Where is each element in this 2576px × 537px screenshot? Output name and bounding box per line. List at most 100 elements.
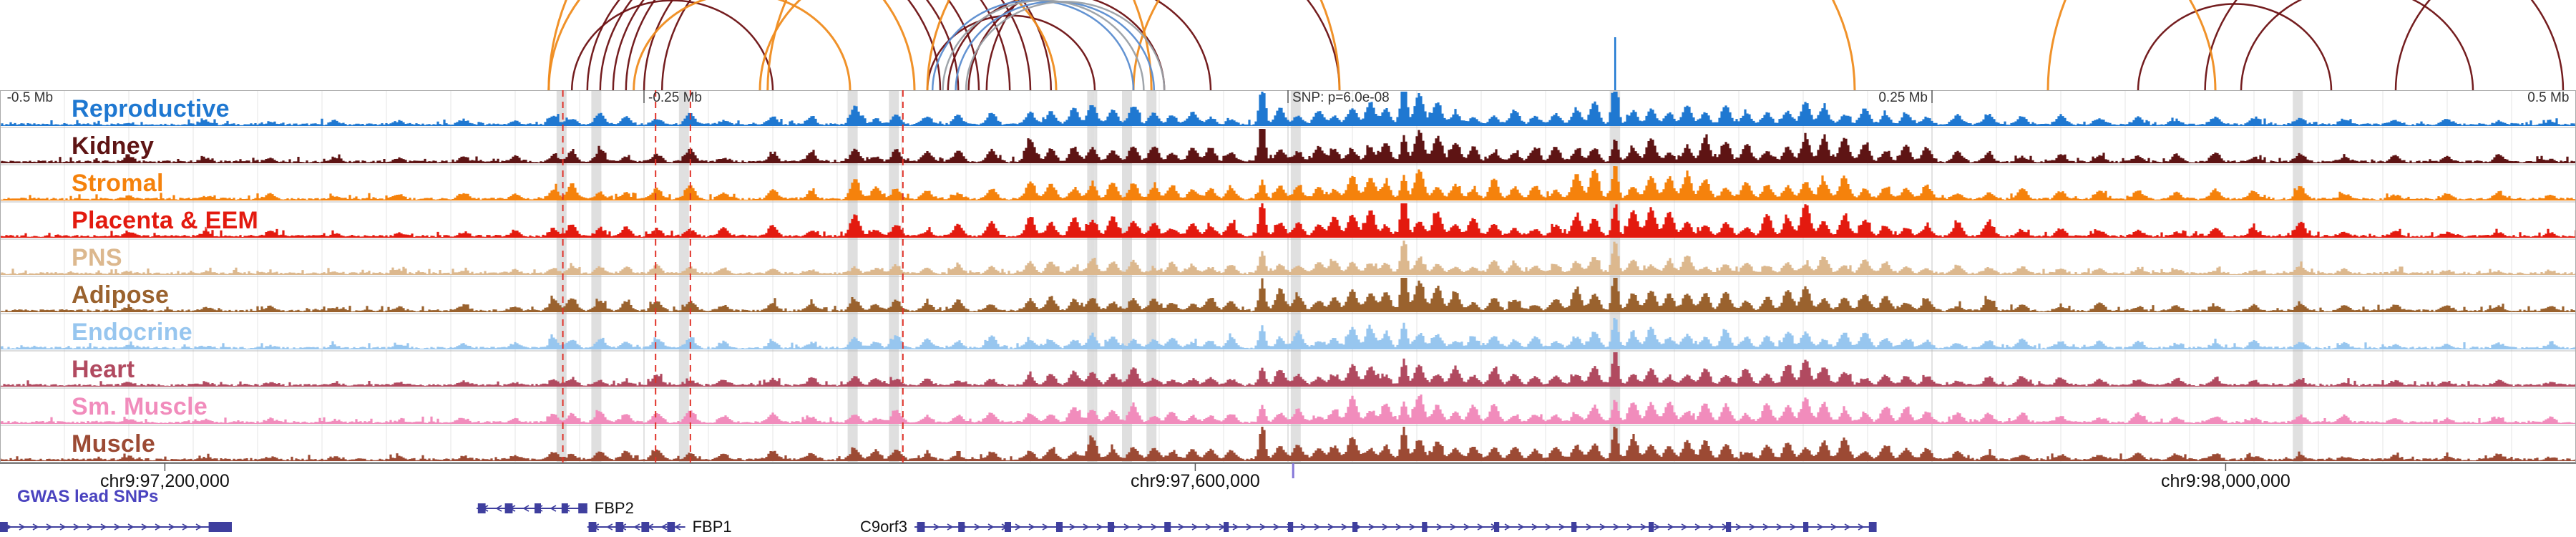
gene-c9orf3: C9orf3 <box>860 518 1877 536</box>
interaction-arc <box>625 0 1011 90</box>
interaction-arc <box>2046 0 2067 90</box>
interaction-arc <box>633 0 852 90</box>
interaction-arc <box>2394 0 2431 90</box>
strand-arrow-icon <box>1314 523 1321 531</box>
gene-fbp2: FBP2 <box>477 499 634 517</box>
strand-arrow-icon <box>1463 523 1470 531</box>
strand-arrow-icon <box>1477 523 1484 531</box>
gene-exon <box>504 503 513 513</box>
track-label-placenta-eem: Placenta & EEM <box>72 207 259 234</box>
track-label-pns: PNS <box>72 244 122 271</box>
strand-arrow-icon <box>1830 523 1838 531</box>
ruler-label: -0.25 Mb <box>648 90 702 105</box>
signal-track-kidney <box>0 129 2576 163</box>
gene-track: FBP2 FBP1 C9orf3 <box>0 499 1877 536</box>
strand-arrow-icon <box>1586 523 1593 531</box>
coordinate-axis-and-gene-track-layer: chr9:97,200,000 chr9:97,600,000 chr9:98,00… <box>0 463 2576 536</box>
signal-track-endocrine <box>0 318 2576 349</box>
gene-fbp1: FBP1 <box>587 518 732 536</box>
red-dashed-markers <box>562 90 904 463</box>
gene-exon <box>1726 522 1732 532</box>
strand-arrow-icon <box>1205 523 1212 531</box>
strand-arrow-icon <box>1436 523 1443 531</box>
track-label-adipose: Adipose <box>72 281 170 309</box>
strand-arrow-icon <box>100 523 107 531</box>
strand-arrow-icon <box>1558 523 1566 531</box>
ruler-label: -0.5 Mb <box>7 90 53 105</box>
gene-exon <box>477 503 486 513</box>
strand-arrow-icon <box>1246 523 1253 531</box>
strand-arrow-icon <box>1626 523 1634 531</box>
strand-arrow-icon <box>606 523 613 531</box>
gene-exon <box>208 522 232 532</box>
ruler-label: 0.25 Mb <box>1878 90 1928 105</box>
strand-arrow-icon <box>1817 523 1824 531</box>
gene-unnamed <box>0 522 232 532</box>
interaction-arc <box>942 0 1145 90</box>
strand-arrow-icon <box>73 523 80 531</box>
strand-arrow-icon <box>522 505 530 512</box>
signal-track-stromal <box>0 166 2576 200</box>
strand-arrow-icon <box>1083 523 1090 531</box>
gene-label: FBP1 <box>693 518 732 536</box>
interaction-arc <box>586 0 942 90</box>
gene-exon <box>1224 522 1229 532</box>
strand-arrow-icon <box>19 523 26 531</box>
gene-exon <box>1108 522 1114 532</box>
gene-exon <box>588 522 597 532</box>
strand-arrow-icon <box>1762 523 1770 531</box>
strand-arrow-icon <box>1273 523 1280 531</box>
strand-arrow-icon <box>1735 523 1742 531</box>
strand-arrow-icon <box>674 523 681 531</box>
strand-arrow-icon <box>1232 523 1239 531</box>
strand-arrow-icon <box>1368 523 1375 531</box>
strand-arrow-icon <box>1409 523 1416 531</box>
interaction-arc <box>947 0 1166 90</box>
gene-exon <box>1868 522 1877 532</box>
interaction-arc <box>2137 3 2333 90</box>
gene-exon <box>958 522 965 532</box>
gene-exon <box>535 503 541 513</box>
strand-arrow-icon <box>182 523 189 531</box>
strand-arrow-icon <box>987 523 995 531</box>
signal-track-placenta-eem <box>0 203 2576 238</box>
signal-track-reproductive <box>0 92 2576 126</box>
interaction-arc <box>547 0 1153 90</box>
strand-arrow-icon <box>1790 523 1797 531</box>
strand-arrow-icon <box>550 505 557 512</box>
strand-arrow-icon <box>1545 523 1552 531</box>
strand-arrow-icon <box>1844 523 1851 531</box>
strand-arrow-icon <box>947 523 954 531</box>
strand-arrow-icon <box>633 523 640 531</box>
gene-exon <box>1649 522 1654 532</box>
gene-exon <box>667 522 675 532</box>
strand-arrow-icon <box>1178 523 1185 531</box>
strand-arrow-icon <box>1259 523 1267 531</box>
signal-track-adipose <box>0 278 2576 312</box>
gene-exon <box>0 522 8 532</box>
ruler-label: 0.5 Mb <box>2527 90 2569 105</box>
interaction-arc <box>985 0 1341 90</box>
gene-exon <box>615 522 624 532</box>
track-label-sm-muscle: Sm. Muscle <box>72 393 208 420</box>
strand-arrow-icon <box>1694 523 1702 531</box>
strand-arrow-icon <box>1654 523 1661 531</box>
strand-arrow-icon <box>1776 523 1783 531</box>
gene-exon <box>1288 522 1294 532</box>
ruler-label: SNP: p=6.0e-08 <box>1292 90 1390 105</box>
gene-exon <box>1422 522 1428 532</box>
strand-arrow-icon <box>127 523 135 531</box>
interaction-arc <box>965 1 1166 90</box>
interaction-arc <box>926 0 1856 90</box>
gene-exon <box>917 522 925 532</box>
strand-arrow-icon <box>1667 523 1674 531</box>
interaction-arc <box>599 0 960 90</box>
interaction-arcs <box>547 0 2565 90</box>
strand-arrow-icon <box>1300 523 1307 531</box>
strand-arrow-icon <box>1137 523 1144 531</box>
chromatin-interaction-arcs-layer <box>547 0 2565 90</box>
strand-arrow-icon <box>1681 523 1688 531</box>
strand-arrow-icon <box>1151 523 1158 531</box>
gene-label: FBP2 <box>595 499 634 517</box>
